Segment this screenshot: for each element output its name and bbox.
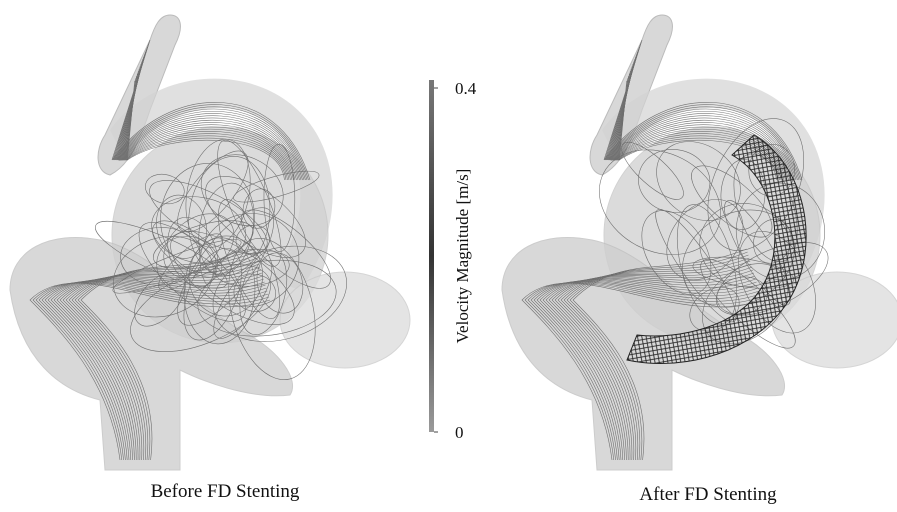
streamline — [563, 257, 750, 461]
streamline — [126, 78, 287, 181]
streamline — [177, 207, 274, 326]
streamline — [560, 260, 751, 461]
streamline — [68, 260, 259, 461]
colorbar: Velocity Magnitude [m/s] 0 0.4 — [429, 79, 477, 442]
streamline — [724, 200, 791, 306]
streamline — [557, 263, 752, 461]
streamline — [126, 80, 285, 181]
streamline — [41, 280, 267, 461]
streamline — [607, 49, 797, 181]
streamline — [228, 237, 316, 380]
streamline — [47, 279, 265, 461]
streamline — [80, 248, 255, 461]
streamline — [170, 231, 295, 325]
stent — [626, 134, 807, 364]
streamline — [638, 149, 711, 213]
streamline — [44, 280, 266, 461]
streamline — [118, 59, 299, 181]
streamline — [116, 51, 303, 181]
streamline — [123, 71, 291, 181]
streamline — [112, 236, 214, 318]
streamline — [641, 210, 712, 295]
streamline — [551, 269, 754, 461]
streamline — [59, 269, 262, 461]
streamline — [242, 188, 276, 229]
streamline — [118, 56, 300, 181]
streamline — [621, 141, 684, 200]
streamline — [156, 194, 207, 259]
streamline — [124, 73, 290, 181]
streamline — [527, 281, 761, 461]
before-image — [9, 14, 411, 471]
streamline — [125, 75, 288, 181]
streamline — [145, 173, 185, 205]
streamline — [158, 233, 223, 292]
streamline — [65, 263, 260, 461]
streamline — [120, 63, 296, 181]
streamline — [572, 248, 747, 461]
streamline — [38, 281, 268, 461]
streamline — [138, 222, 246, 322]
streamline — [71, 257, 258, 461]
streamline — [217, 139, 282, 267]
streamline — [35, 281, 269, 461]
streamline — [233, 170, 320, 203]
streamline — [212, 245, 347, 342]
streamline — [29, 282, 271, 461]
streamline — [115, 49, 305, 181]
streamline — [119, 61, 297, 181]
streamline — [134, 271, 186, 327]
streamline — [121, 66, 294, 181]
streamline — [56, 272, 263, 461]
streamline — [50, 278, 264, 461]
panel-caption: Before FD Stenting — [151, 481, 300, 502]
streamline — [188, 155, 271, 277]
streamline — [608, 51, 795, 181]
streamline — [156, 235, 217, 294]
streamline — [536, 280, 758, 461]
streamline — [545, 275, 755, 461]
colorbar-scale — [429, 80, 434, 432]
streamline — [606, 47, 798, 181]
streamline — [610, 56, 792, 181]
streamline — [598, 149, 721, 255]
streamline — [114, 47, 306, 181]
streamline — [53, 275, 263, 461]
streamline — [530, 281, 760, 461]
streamline — [32, 282, 270, 461]
panel-caption: After FD Stenting — [639, 484, 777, 505]
streamline — [122, 68, 293, 181]
streamline — [666, 199, 744, 281]
streamline — [656, 141, 741, 221]
streamline — [609, 54, 794, 181]
streamline — [554, 266, 753, 461]
streamline — [691, 165, 773, 238]
colorbar-tick-label: 0.4 — [455, 79, 477, 98]
streamline — [197, 259, 337, 337]
streamline — [77, 251, 256, 461]
streamline — [263, 143, 296, 252]
streamline — [240, 209, 331, 289]
streamline — [256, 252, 304, 314]
streamline — [566, 254, 749, 461]
streamline — [524, 282, 762, 461]
streamline — [533, 280, 759, 461]
streamline — [149, 180, 268, 254]
streamline — [200, 154, 284, 226]
streamline — [62, 266, 261, 461]
colorbar-tick-label: 0 — [455, 423, 464, 442]
streamline — [112, 239, 242, 294]
streamline — [569, 251, 748, 461]
colorbar-title: Velocity Magnitude [m/s] — [453, 169, 472, 344]
after-image — [501, 14, 897, 471]
streamline — [610, 59, 791, 181]
streamline — [167, 217, 218, 288]
streamline — [542, 278, 756, 461]
streamline — [548, 272, 755, 461]
streamline — [521, 282, 763, 461]
streamline — [74, 254, 257, 461]
streamline — [539, 279, 757, 461]
streamline — [117, 54, 302, 181]
